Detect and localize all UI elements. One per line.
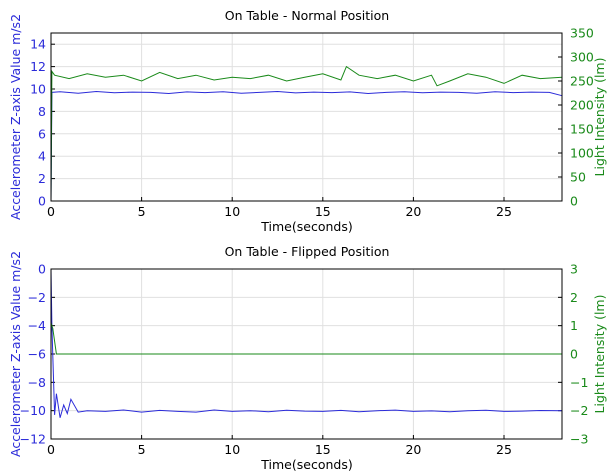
series-layer	[50, 268, 563, 418]
left-y-tick-label: −4	[28, 318, 46, 333]
right-y-tick-label: 2	[570, 290, 578, 305]
light-intensity-series-line	[50, 322, 562, 355]
x-axis-label: Time(seconds)	[260, 219, 352, 234]
left-y-tick-label: 14	[30, 37, 46, 52]
left-y-axis-label: Accelerometer Z-axis Value m/s2	[8, 14, 23, 220]
x-tick-label: 15	[315, 204, 331, 219]
left-y-tick-label: 12	[30, 59, 46, 74]
left-y-tick-labels: 0 −2 −4 −6 −8 −10 −12	[20, 262, 46, 447]
x-tick-label: 20	[405, 442, 421, 457]
x-tick-label: 0	[47, 442, 55, 457]
grid	[50, 32, 562, 202]
left-y-tick-label: 0	[38, 262, 46, 277]
x-tick-label: 10	[224, 204, 240, 219]
right-y-tick-label: 100	[570, 146, 594, 161]
chart-title: On Table - Normal Position	[225, 8, 389, 23]
plot-frame	[50, 268, 563, 440]
x-tick-label: 5	[138, 442, 146, 457]
plot-frame	[50, 32, 563, 202]
left-y-tick-label: −6	[28, 347, 46, 362]
left-y-tick-label: −2	[28, 290, 46, 305]
accelerometer-series-line	[50, 90, 563, 202]
x-tick-label: 10	[224, 442, 240, 457]
left-y-tick-label: 2	[38, 171, 46, 186]
x-tick-labels: 0 5 10 15 20 25	[47, 204, 512, 219]
series-layer	[50, 65, 563, 202]
x-tick-label: 25	[496, 442, 512, 457]
right-y-tick-label: −3	[570, 432, 588, 447]
left-y-tick-label: 8	[38, 104, 46, 119]
x-tick-label: 5	[138, 204, 146, 219]
left-y-tick-label: 0	[38, 194, 46, 209]
left-y-tick-label: −12	[20, 432, 46, 447]
right-y-axis-label: Light Intensity (lm)	[592, 58, 607, 177]
right-y-tick-label: 50	[570, 170, 586, 185]
left-y-tick-labels: 0 2 4 6 8 10 12 14	[30, 37, 46, 209]
right-y-tick-label: 200	[570, 98, 594, 113]
chart-flipped-position: On Table - Flipped Position 0 5 10 15 20 25 0…	[8, 244, 607, 472]
light-intensity-series-line	[50, 65, 563, 202]
left-y-tick-label: 6	[38, 126, 46, 141]
left-y-tick-label: −10	[20, 403, 46, 418]
x-axis-label: Time(seconds)	[260, 457, 352, 472]
left-y-axis-label: Accelerometer Z-axis Value m/s2	[8, 251, 23, 457]
right-y-tick-label: −1	[570, 375, 588, 390]
right-y-tick-label: 300	[570, 50, 594, 65]
left-y-tick-label: −8	[28, 375, 46, 390]
x-tick-label: 0	[47, 204, 55, 219]
right-y-tick-label: 1	[570, 318, 578, 333]
right-y-tick-label: 0	[570, 347, 578, 362]
x-tick-label: 15	[315, 442, 331, 457]
right-y-tick-label: 250	[570, 74, 594, 89]
x-tick-label: 25	[496, 204, 512, 219]
x-tick-labels: 0 5 10 15 20 25	[47, 442, 512, 457]
x-tick-label: 20	[405, 204, 421, 219]
right-y-tick-label: 350	[570, 26, 594, 41]
right-y-tick-label: 150	[570, 122, 594, 137]
chart-title: On Table - Flipped Position	[225, 244, 390, 259]
right-y-tick-label: −2	[570, 403, 588, 418]
accelerometer-series-line	[50, 268, 563, 418]
left-y-tick-label: 10	[30, 82, 46, 97]
right-y-tick-labels: 0 50 100 150 200 250 300 350	[570, 26, 594, 209]
left-y-tick-label: 4	[38, 149, 46, 164]
right-y-tick-label: 0	[570, 194, 578, 209]
right-y-axis-label: Light Intensity (lm)	[592, 295, 607, 414]
right-y-tick-label: 3	[570, 262, 578, 277]
chart-normal-position: On Table - Normal Position 0 5 10 15 20 25 02…	[8, 8, 607, 234]
right-y-tick-labels: 3 2 1 0 −1 −2 −3	[570, 262, 588, 447]
